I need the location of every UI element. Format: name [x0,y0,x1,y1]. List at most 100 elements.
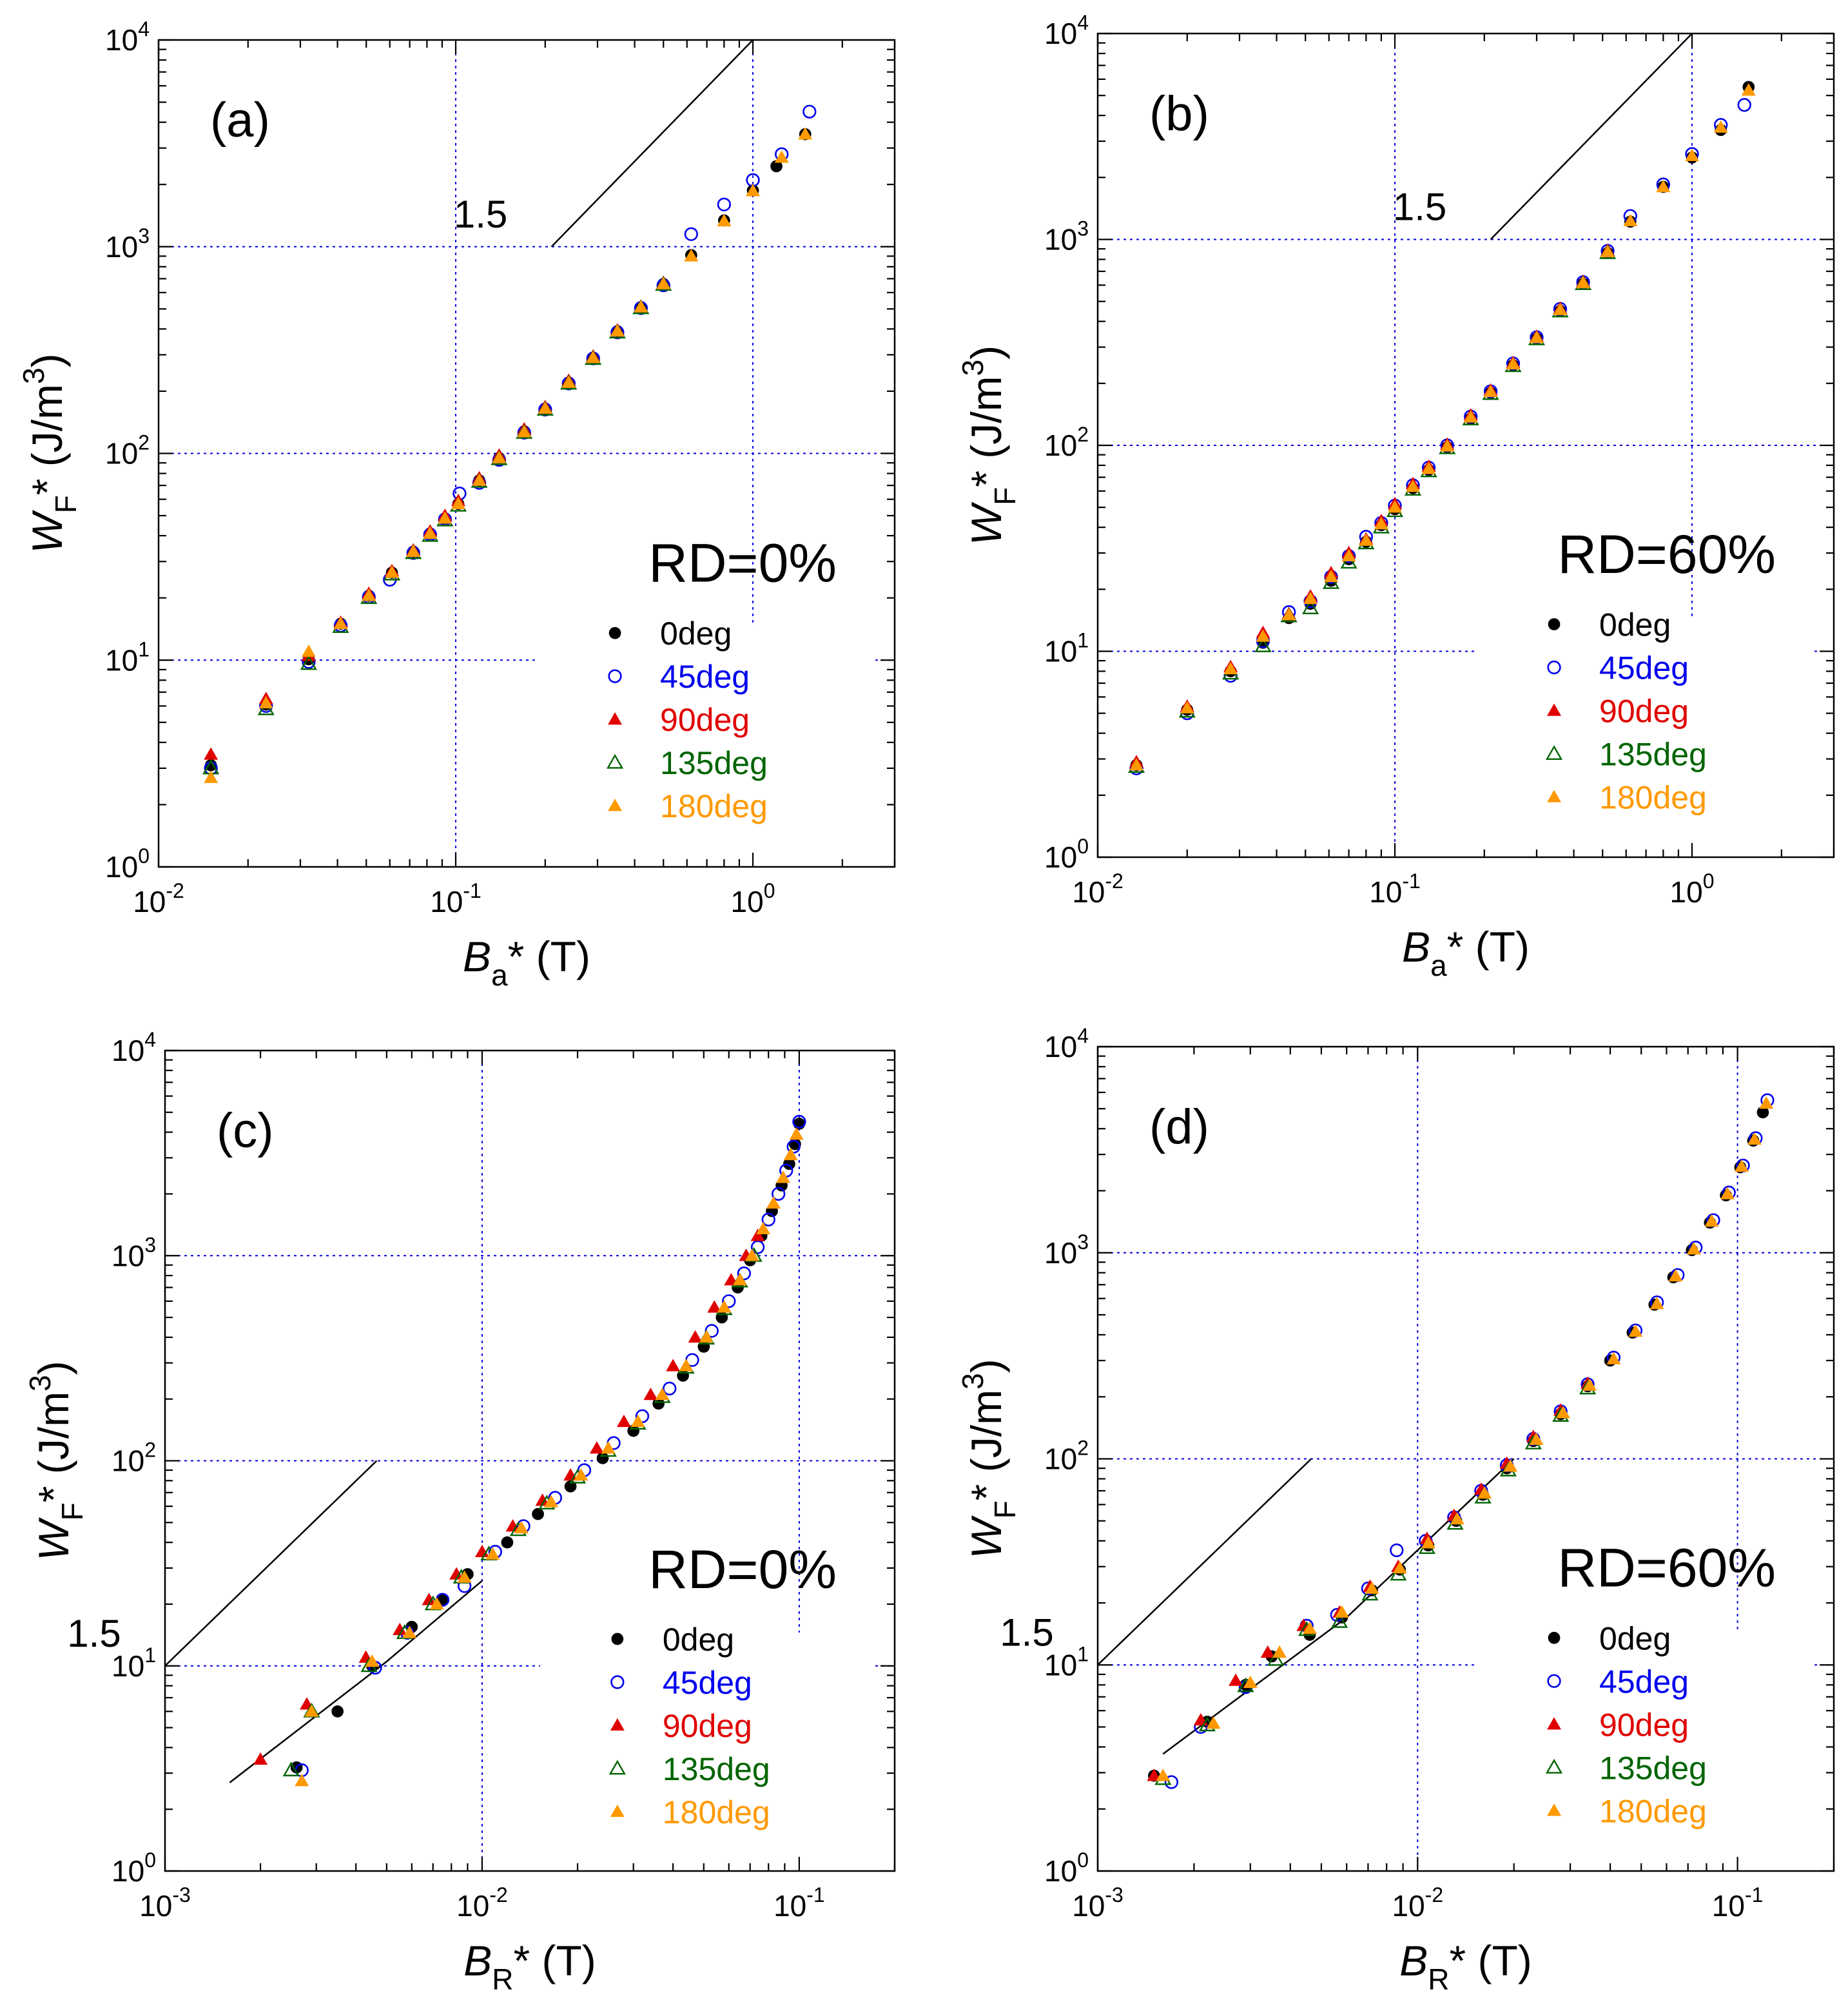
y-axis-unit: * (J/m [962,376,1010,487]
data-point [1713,120,1728,133]
tick-base: 10 [1044,1030,1077,1063]
data-point [451,496,465,510]
data-point [1223,662,1238,675]
data-point [717,197,732,211]
tick-base: 10 [456,1889,489,1923]
data-point [750,1228,765,1241]
data-point [802,104,817,119]
tick-base: 10 [1044,1236,1077,1270]
y-tick-label: 103 [1044,1230,1089,1270]
tick-exponent: 3 [1077,1230,1089,1254]
axis-ticks [1096,1045,1835,1872]
y-axis-close: ) [23,353,71,367]
y-tick-label: 104 [105,17,150,57]
legend-label: 45deg [660,659,750,695]
data-point [505,1518,520,1532]
y-axis-label: WF* (J/m3) [956,1359,1022,1558]
data-point [1463,410,1478,423]
tick-exponent: 4 [1077,1024,1089,1047]
data-point [1656,179,1671,193]
x-tick-label: 100 [1670,869,1715,909]
tick-exponent: -2 [489,1883,507,1906]
data-point [761,1212,775,1226]
y-tick-label: 104 [1044,11,1089,50]
grid [1098,1047,1834,1871]
legend-marker [1547,1803,1562,1816]
tick-exponent: 1 [144,1643,156,1667]
series-180deg [1156,1096,1774,1781]
data-point [1623,213,1638,227]
x-axis-sub: R [1428,1963,1449,1996]
data-point [1704,1214,1719,1227]
tick-base: 10 [1044,635,1077,668]
data-point [766,1196,781,1209]
y-axis-unit: * (J/m [23,384,71,495]
data-point [362,588,376,601]
data-point [798,127,813,140]
data-point [589,1441,604,1454]
x-tick-label: 10-1 [1369,869,1421,909]
data-point [1440,439,1455,452]
data-point [1450,1512,1464,1525]
x-axis-label: BR* (T) [463,1937,596,1996]
data-point [1756,1106,1769,1119]
data-point [1576,275,1591,289]
legend-label: 90deg [1599,1707,1689,1743]
y-axis-sup: 3 [17,367,50,384]
data-point [688,1330,703,1343]
tick-exponent: -3 [1105,1883,1123,1906]
data-point [744,1248,759,1261]
data-point [1606,1352,1621,1364]
data-point [1340,554,1357,569]
y-axis-sup: 3 [956,1373,989,1390]
data-point [1341,548,1356,562]
x-tick-label: 10-3 [139,1883,191,1923]
data-point [1147,1769,1162,1781]
x-tick-label: 10-1 [430,879,481,918]
data-point [596,1452,609,1464]
y-axis-unit: * (J/m [30,1391,77,1502]
tick-exponent: -1 [1745,1883,1763,1906]
y-axis-unit: * (J/m [962,1390,1010,1500]
x-tick-label: 100 [731,879,775,918]
data-point [677,1370,689,1382]
panel-label: (d) [1149,1100,1209,1154]
legend-marker [1547,790,1562,802]
data-point [535,1493,550,1506]
data-point [1421,461,1436,474]
tick-exponent: 0 [138,844,150,868]
data-point [1390,1566,1407,1581]
data-point [656,276,671,289]
data-point [1600,244,1615,258]
tick-base: 10 [105,23,138,57]
tick-base: 10 [1044,1442,1077,1476]
data-point [786,1139,801,1154]
data-point [756,1221,771,1235]
tick-exponent: 2 [1077,1437,1089,1460]
slope-line [550,39,754,247]
data-point [1421,1536,1435,1549]
data-point [1164,1775,1179,1789]
x-axis-label: Ba* (T) [1402,923,1530,982]
legend-label: 90deg [1599,693,1689,730]
y-tick-label: 102 [1044,423,1089,462]
y-tick-label: 104 [1044,1024,1089,1063]
grid [1098,34,1834,857]
y-axis-sub: F [988,487,1022,505]
y-tick-label: 100 [105,844,150,884]
legend-label: 180deg [1599,1793,1707,1829]
y-tick-label: 100 [112,1848,156,1888]
legend: 0deg 45deg 90deg 135deg 180deg [1545,1620,1707,1829]
y-axis-var: W [962,501,1010,545]
tick-base: 10 [1044,17,1077,50]
data-point [561,375,576,388]
tick-base: 10 [112,1444,144,1478]
data-point [543,1495,558,1508]
tick-base: 10 [133,885,166,918]
data-point [635,1409,650,1423]
x-tick-label: 10-1 [773,1883,825,1923]
x-axis-unit: * (T) [1447,923,1530,971]
legend-label: 45deg [1599,1663,1689,1700]
